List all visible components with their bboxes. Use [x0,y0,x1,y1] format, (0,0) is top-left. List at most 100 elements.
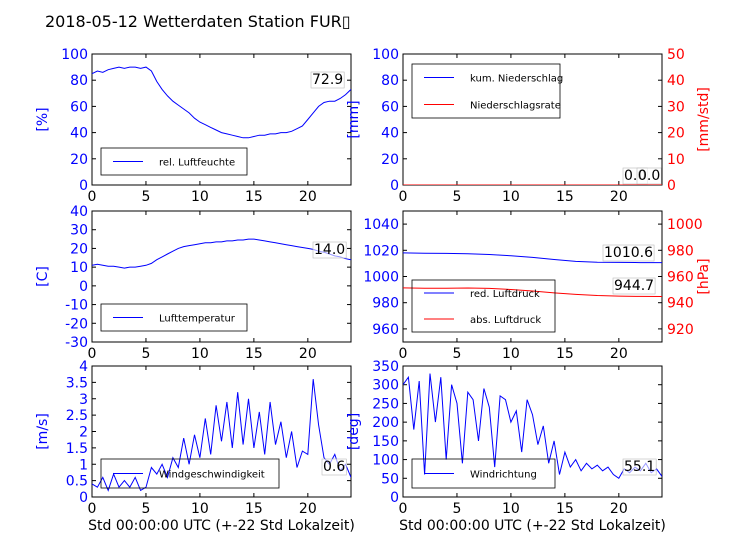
value-annotation: 72.9 [312,72,343,88]
x-tick-label: 5 [141,189,150,205]
legend-label: Lufttemperatur [159,314,236,325]
legend: rel. Luftfeuchte [100,147,248,176]
x-tick-label: 0 [88,501,97,517]
y-tick-label: 4 [79,359,88,375]
value-annotation-box [310,71,345,89]
legend-label: Windrichtung [470,470,537,481]
x-tick-label: 0 [399,346,408,362]
value-annotation: 0.6 [323,459,345,475]
y-right-tick-label: 920 [667,322,694,338]
value-annotation: 55.1 [624,459,655,475]
y-axis-label: [mm] [346,100,362,138]
legend-label: kum. Niederschlag [470,74,563,85]
y-tick-label: 2 [79,425,88,441]
y-right-axis-label: [mm/std] [696,87,712,152]
y-tick-label: 100 [372,47,399,63]
y-tick-label: 250 [372,396,399,412]
value-annotation: 1010.6 [604,245,653,261]
legend-frame [411,63,561,119]
value-annotation-box [602,244,655,262]
y-tick-label: 2.5 [66,408,88,424]
value-annotation-box [622,458,657,476]
value-annotation: 944.7 [614,278,654,294]
legend-label: rel. Luftfeuchte [159,158,235,169]
y-tick-label: 300 [372,378,399,394]
legend-label: Windgeschwindigkeit [159,470,265,481]
y-tick-label: 100 [372,453,399,469]
value-annotation-box [612,277,656,295]
x-tick-label: 15 [556,501,574,517]
chart-panel-2: 0 5 10 15 20 0 20 40 60 80 100 0 10 20 30 40 50 [mm] [mm/s… [346,47,712,205]
series-line-1 [92,66,351,139]
x-tick-label: 10 [502,346,520,362]
y-axis-label: [m/s] [35,413,51,450]
x-tick-label: 5 [452,501,461,517]
y-axis-label: [%] [35,107,51,131]
x-tick-label: 5 [141,501,150,517]
y-right-tick-label: 1000 [667,217,703,233]
y-tick-label: -10 [65,298,88,314]
y-tick-label: 1040 [363,217,399,233]
y-right-tick-label: 20 [667,126,685,142]
x-tick-label: 15 [245,346,263,362]
legend: Windrichtung [411,458,556,489]
y-tick-label: 1000 [363,270,399,286]
chart-panel-5: 0 5 10 15 20 00.511.522.533.54 [m/s] Std 00:00:… [35,359,355,534]
y-tick-label: 1020 [363,243,399,259]
y-tick-label: 0 [390,490,399,506]
legend-frame [411,458,556,489]
y-tick-label: 150 [372,434,399,450]
legend-frame [100,458,280,489]
y-tick-label: 1 [79,457,88,473]
value-annotation: 0.0 [638,168,660,184]
y-tick-label: 20 [381,152,399,168]
y-tick-label: 0 [79,490,88,506]
x-tick-label: 10 [191,346,209,362]
y-tick-label: 0 [79,279,88,295]
y-tick-label: 30 [70,223,88,239]
x-tick-label: 15 [245,501,263,517]
y-tick-label: 100 [61,47,88,63]
series-line-2 [403,287,662,297]
y-tick-label: 80 [70,73,88,89]
y-right-tick-label: 960 [667,270,694,286]
y-tick-label: -30 [65,335,88,351]
y-right-tick-label: 40 [667,73,685,89]
y-tick-label: 0.5 [66,474,88,490]
plot-frame [91,210,352,343]
y-tick-label: 980 [372,296,399,312]
y-tick-label: 200 [372,415,399,431]
value-annotation-box [636,167,662,185]
x-tick-label: 0 [88,189,97,205]
legend-frame [100,147,248,176]
y-axis-label: [C] [35,266,51,287]
legend: Windgeschwindigkeit [100,458,280,489]
y-tick-label: 350 [372,359,399,375]
figure-title: 2018-05-12 Wetterdaten Station FUR▯ [45,12,351,31]
y-right-tick-label: 940 [667,296,694,312]
x-tick-label: 20 [610,189,628,205]
x-tick-label: 20 [299,189,317,205]
x-tick-label: 10 [191,189,209,205]
x-tick-label: 10 [502,189,520,205]
y-tick-label: 0 [390,178,399,194]
series-line-1 [403,252,662,264]
value-annotation-box [321,458,347,476]
legend-frame [100,303,248,332]
y-right-tick-label: 50 [667,47,685,63]
y-right-tick-label: 980 [667,243,694,259]
x-axis-label: Std 00:00:00 UTC (+-22 Std Lokalzeit) [399,518,666,534]
x-axis-label: Std 00:00:00 UTC (+-22 Std Lokalzeit) [88,518,355,534]
y-tick-label: 40 [381,126,399,142]
chart-panel-3: 0 5 10 15 20 -30 -20 -10 0 10 20 30 40 [C] Lufttempera… [35,204,352,362]
legend-frame [411,279,556,333]
chart-panel-1: 0 5 10 15 20 0 20 40 60 80 100 [%] rel. Luftfeuchte 7… [35,47,352,205]
y-tick-label: 0 [79,178,88,194]
y-right-tick-label: 10 [667,152,685,168]
legend: Lufttemperatur [100,303,248,332]
y-axis-label: [deg] [346,413,362,450]
x-tick-label: 5 [452,189,461,205]
